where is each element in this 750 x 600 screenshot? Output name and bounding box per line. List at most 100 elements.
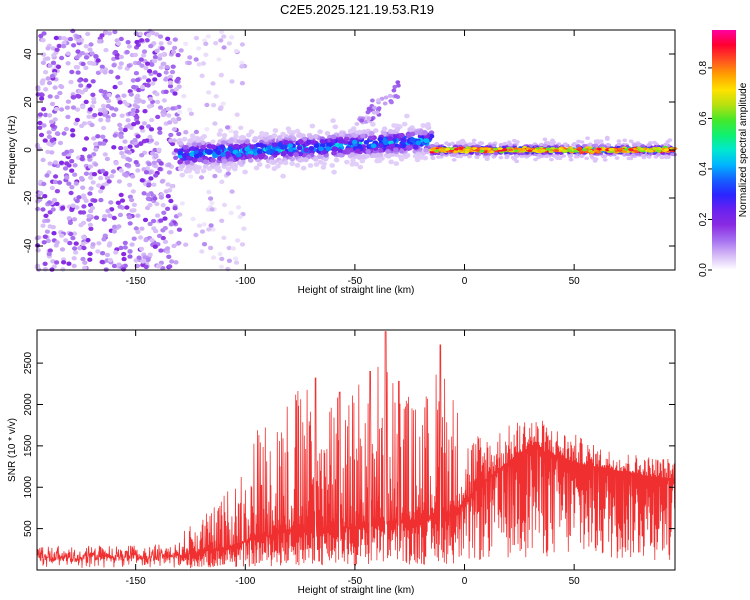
spectrogram-cell	[88, 164, 94, 169]
y-tick-label: 20	[23, 96, 34, 108]
y-tick-label: 500	[23, 520, 34, 537]
spectrogram-cell	[585, 136, 590, 140]
spectrogram-cell	[385, 149, 391, 154]
spectrogram-cell	[294, 128, 301, 134]
spectrogram-cell	[41, 123, 47, 128]
spectrogram-cell	[100, 168, 106, 174]
spectrogram-cell	[171, 243, 177, 249]
spectrogram-cell	[239, 60, 245, 66]
spectrogram-cell	[246, 153, 253, 159]
spectrogram-cell	[106, 92, 112, 98]
y-tick-label: 1000	[23, 476, 34, 499]
spectrogram-cell	[36, 147, 43, 152]
spectrogram-cell	[579, 154, 585, 158]
spectrogram-cell	[412, 153, 419, 159]
spectrogram-cell	[43, 87, 49, 92]
spectrogram-cell	[41, 181, 47, 187]
spectrogram-cell	[132, 52, 139, 58]
spectrogram-cell	[424, 124, 431, 129]
spectrogram-cell	[50, 60, 57, 65]
spectrogram-cell	[229, 79, 235, 84]
spectrogram-cell	[126, 44, 132, 49]
spectrogram-cell	[101, 125, 107, 131]
spectrogram-cell	[65, 114, 71, 120]
spectrogram-cell	[527, 149, 533, 153]
spectrogram-cell	[226, 41, 232, 46]
spectrogram-cell	[331, 169, 337, 175]
spectrogram-cell	[277, 135, 283, 140]
spectrogram-cell	[161, 51, 167, 57]
spectrogram-cell	[186, 155, 192, 161]
spectrogram-cell	[73, 250, 79, 255]
spectrogram-cell	[177, 212, 183, 217]
spectrogram-cell	[122, 240, 128, 246]
spectrogram-cell	[116, 224, 122, 229]
spectrogram-cell	[202, 159, 209, 165]
spectrogram-cell	[193, 57, 199, 62]
spectrogram-cell	[88, 42, 94, 47]
spectrogram-cell	[112, 84, 118, 90]
spectrogram-cell	[169, 259, 175, 264]
spectrogram-cell	[135, 263, 141, 269]
spectrogram-cell	[65, 61, 71, 66]
spectrogram-cell	[176, 227, 182, 232]
spectrogram-cell	[59, 55, 65, 61]
spectrogram-cell	[221, 34, 227, 39]
spectrogram-cell	[177, 150, 183, 156]
spectrogram-cell	[332, 124, 339, 130]
spectrogram-cell	[102, 214, 108, 219]
spectrogram-cell	[249, 144, 255, 150]
spectrogram-cell	[57, 90, 63, 96]
spectrogram-cell	[102, 233, 108, 238]
spectrogram-cell	[170, 64, 176, 69]
spectrogram-cell	[123, 146, 129, 151]
spectrogram-cell	[155, 114, 161, 120]
spectrogram-cell	[41, 107, 47, 112]
spectrogram-cell	[596, 150, 602, 154]
spectrogram-cell	[165, 249, 171, 254]
spectrogram-cell	[183, 242, 189, 247]
snr-panel: -150 -100 -50 0 50 500 1000 1500 2000 2500 Height…	[7, 329, 676, 596]
spectrogram-cell	[60, 267, 66, 272]
spectrogram-cell	[115, 41, 122, 46]
spectrogram-cell	[74, 205, 80, 210]
spectrogram-cell	[122, 245, 128, 250]
spectrogram-cell	[632, 143, 638, 147]
spectrogram-cell	[239, 135, 246, 140]
spectrogram-cell	[130, 189, 136, 194]
spectrogram-cell	[166, 170, 172, 175]
spectrogram-cell	[100, 251, 106, 256]
colorbar-gradient	[712, 30, 736, 270]
spectrogram-cell	[203, 41, 209, 46]
spectrogram-cell	[46, 251, 52, 257]
spectrogram-cell	[232, 166, 238, 172]
spectrogram-cell	[165, 106, 171, 112]
spectrogram-cell	[219, 144, 226, 150]
spectrogram-cell	[38, 33, 44, 39]
spectrogram-cell	[150, 81, 156, 86]
spectrogram-cell	[95, 58, 101, 63]
spectrogram-cell	[64, 175, 70, 180]
spectrogram-cell	[133, 71, 139, 76]
spectrogram-cell	[187, 138, 193, 144]
spectrogram-cell	[544, 154, 549, 159]
spectrogram-cell	[663, 148, 670, 152]
spectrogram-cell	[312, 134, 319, 139]
spectrogram-cell	[37, 112, 44, 117]
spectrogram-cell	[165, 206, 171, 211]
spectrogram-cell	[183, 41, 189, 46]
spectrogram-cell	[49, 73, 56, 79]
spectrogram-cell	[414, 157, 421, 163]
spectrogram-cell	[162, 239, 169, 244]
spectrogram-cell	[324, 131, 331, 136]
spectrogram-cell	[43, 112, 49, 118]
spectrogram-cell	[51, 197, 58, 203]
spectrogram-cell	[152, 58, 158, 64]
spectrogram-cell	[239, 42, 245, 47]
spectrogram-cell	[578, 151, 585, 155]
spectrogram-cell	[75, 93, 81, 99]
spectrogram-cell	[157, 130, 163, 135]
spectrogram-cell	[102, 70, 108, 75]
spectrogram-cell	[118, 245, 124, 251]
spectrogram-cell	[141, 121, 147, 126]
